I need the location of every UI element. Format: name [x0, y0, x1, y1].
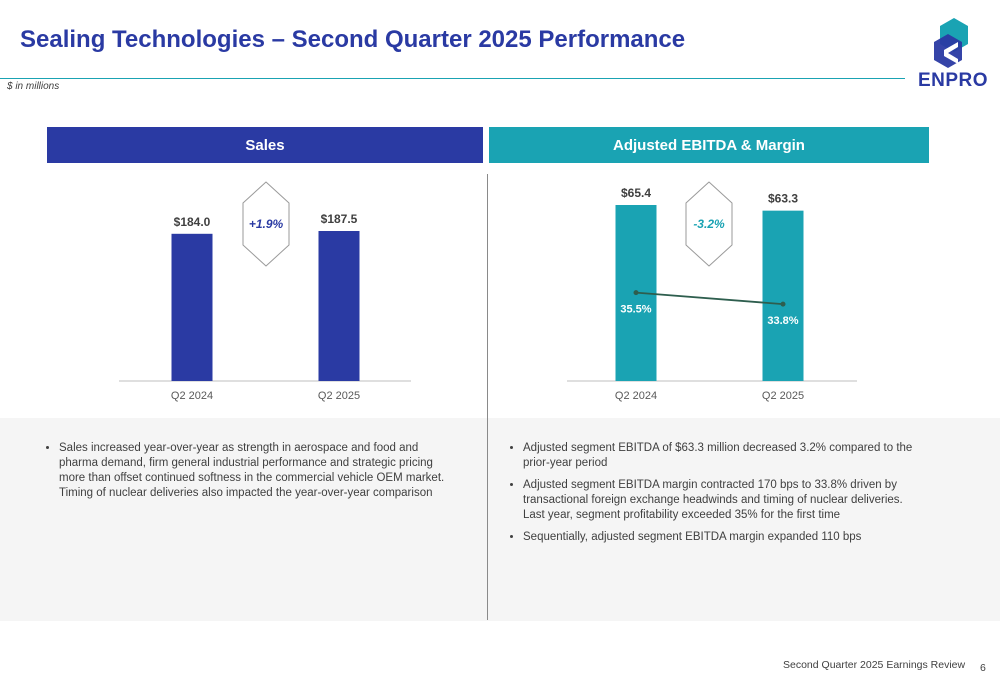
- ebitda-value-label: $65.4: [621, 186, 651, 200]
- ebitda-value-label: $63.3: [768, 192, 798, 206]
- margin-point: [633, 290, 639, 296]
- sales-value-label: $184.0: [174, 215, 211, 229]
- ebitda-commentary: Adjusted segment EBITDA of $63.3 million…: [509, 441, 923, 552]
- sales-change-label: +1.9%: [249, 217, 284, 231]
- sales-tick-label: Q2 2024: [171, 390, 213, 402]
- section-divider: [487, 174, 488, 620]
- ebitda-change-label: -3.2%: [693, 217, 725, 231]
- commentary-panel: [0, 418, 1000, 621]
- sales-commentary: Sales increased year-over-year as streng…: [45, 441, 459, 508]
- sales-heading: Sales: [245, 136, 285, 154]
- ebitda-tick-label: Q2 2025: [762, 390, 804, 402]
- ebitda-bullet: Adjusted segment EBITDA of $63.3 million…: [523, 441, 923, 471]
- title-rule: [0, 78, 905, 79]
- sales-bar: [318, 231, 360, 381]
- page-title: Sealing Technologies – Second Quarter 20…: [20, 26, 686, 53]
- ebitda-heading: Adjusted EBITDA & Margin: [613, 136, 805, 154]
- ebitda-change-badge: [685, 181, 733, 267]
- sales-value-label: $187.5: [321, 212, 358, 226]
- sales-bullet: Sales increased year-over-year as streng…: [59, 441, 459, 501]
- sales-bar: [171, 233, 213, 381]
- ebitda-bullet: Adjusted segment EBITDA margin contracte…: [523, 478, 923, 523]
- margin-label: 33.8%: [767, 315, 798, 327]
- ebitda-header: Adjusted EBITDA & Margin: [489, 127, 929, 163]
- enpro-logo: ENPRO: [908, 14, 998, 94]
- page-number: 6: [980, 662, 986, 674]
- ebitda-bullet: Sequentially, adjusted segment EBITDA ma…: [523, 530, 923, 545]
- margin-line: [635, 291, 784, 306]
- margin-label: 35.5%: [620, 304, 651, 316]
- margin-point: [780, 301, 786, 307]
- charts-area: $184.0 Q2 2024 $187.5 Q2 2025 +1.9% $65.4 Q2 2…: [119, 181, 857, 402]
- ebitda-bar: [762, 210, 804, 381]
- sales-change-badge: [242, 181, 290, 267]
- sales-tick-label: Q2 2025: [318, 390, 360, 402]
- sales-header: Sales: [47, 127, 483, 163]
- units-note: $ in millions: [7, 81, 60, 92]
- ebitda-tick-label: Q2 2024: [615, 390, 657, 402]
- footer-text: Second Quarter 2025 Earnings Review: [783, 659, 966, 671]
- logo-wordmark: ENPRO: [917, 70, 989, 91]
- enpro-logo-mark-icon: [934, 18, 968, 68]
